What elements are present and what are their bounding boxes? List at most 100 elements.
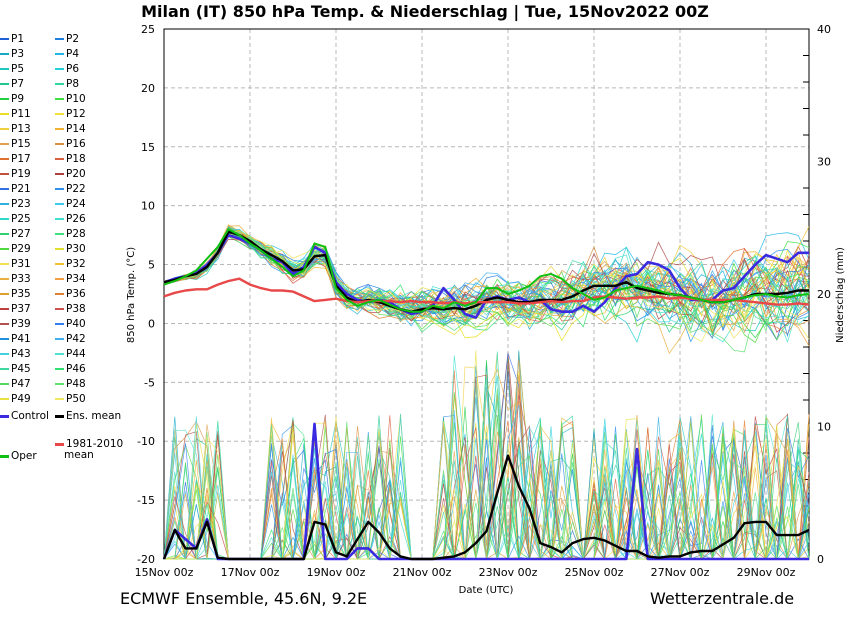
legend-swatch [0,83,9,85]
legend-label: P39 [11,318,31,330]
legend-swatch [55,53,64,55]
legend-label: P16 [66,138,86,150]
legend-swatch [55,442,64,446]
legend-swatch [0,263,9,265]
legend-item-p41: P41 [0,333,31,345]
legend-label: P11 [11,108,31,120]
y-tick-label: -20 [137,553,155,566]
legend-label: P37 [11,303,31,315]
legend-label: P12 [66,108,86,120]
legend-swatch [55,128,64,130]
legend-item-p44: P44 [55,348,86,360]
member-temp-line [163,231,810,343]
legend-item-p48: P48 [55,378,86,390]
legend-item-control: Control [0,410,49,422]
legend-label: P44 [66,348,86,360]
y-tick-label: -15 [137,494,155,507]
legend-item-p49: P49 [0,393,31,405]
legend-swatch [0,368,9,370]
legend-swatch [0,98,9,100]
legend-swatch [55,263,64,265]
x-tick-label: 21Nov 00z [393,566,452,579]
legend-item-p32: P32 [55,258,86,270]
legend-swatch [55,414,64,418]
legend-label: P9 [11,93,25,105]
legend-item-p1: P1 [0,33,24,45]
legend-item-p47: P47 [0,378,31,390]
legend-label: P36 [66,288,86,300]
legend-item-p39: P39 [0,318,31,330]
legend-item-p2: P2 [55,33,79,45]
legend-swatch [55,203,64,205]
legend-label: P48 [66,378,86,390]
legend-swatch [0,338,9,340]
highlighted-series [162,228,810,561]
legend-item-p50: P50 [55,393,86,405]
legend-item-ens-mean: Ens. mean [55,410,121,422]
legend-item-p38: P38 [55,303,86,315]
legend-label: P20 [66,168,86,180]
legend-swatch [55,158,64,160]
member-precip-line [164,396,810,561]
legend-item-p8: P8 [55,78,79,90]
legend-label: P29 [11,243,31,255]
member-temp-line [163,234,810,335]
legend-label: P28 [66,228,86,240]
x-tick-label: 17Nov 00z [221,566,280,579]
legend-item-p4: P4 [55,48,79,60]
y2-tick-label: 30 [817,156,831,169]
legend-item-p16: P16 [55,138,86,150]
legend-swatch [0,53,9,55]
legend-swatch [0,398,9,400]
precip-ens-mean-line [162,454,810,561]
legend-label: P15 [11,138,31,150]
footer-source: ECMWF Ensemble, 45.6N, 9.2E [120,589,368,608]
y2-axis-label: Niederschlag (mm) [835,247,846,343]
legend-swatch [0,353,9,355]
legend-swatch [55,98,64,100]
legend-swatch [0,188,9,190]
legend-item-p35: P35 [0,288,31,300]
legend-item-p42: P42 [55,333,86,345]
legend-item-p45: P45 [0,363,31,375]
legend-item-p33: P33 [0,273,31,285]
legend-swatch [0,128,9,130]
legend-swatch [0,293,9,295]
legend-swatch [55,218,64,220]
legend-swatch [0,383,9,385]
legend-item-p27: P27 [0,228,31,240]
legend-item-p14: P14 [55,123,86,135]
legend-swatch [0,68,9,70]
legend-label: P4 [66,48,80,60]
legend-label: Oper [11,450,37,462]
legend-swatch [0,113,9,115]
legend-swatch [55,68,64,70]
legend-item-p23: P23 [0,198,31,210]
legend-item-p13: P13 [0,123,31,135]
legend-item-p34: P34 [55,273,86,285]
legend-swatch [0,414,9,418]
legend-label: P43 [11,348,31,360]
legend-swatch [0,158,9,160]
chart-axes: -20 -15 -10 -5 0 5 10 15 20 25 15Nov 00z 17Nov 00z 1… [135,23,831,579]
legend-label: P21 [11,183,31,195]
legend-item-p6: P6 [55,63,79,75]
y2-tick-label: 0 [817,553,824,566]
legend-label: P33 [11,273,31,285]
legend-swatch [55,398,64,400]
legend-item-p29: P29 [0,243,31,255]
legend-swatch [55,353,64,355]
legend-item-p26: P26 [55,213,86,225]
y-tick-label: 0 [148,317,155,330]
legend-swatch [55,143,64,145]
legend-label: P5 [11,63,25,75]
legend-item-p11: P11 [0,108,31,120]
legend-label: P42 [66,333,86,345]
y-tick-label: 25 [141,23,155,36]
legend-item-p19: P19 [0,168,31,180]
legend-label: P10 [66,93,86,105]
y-tick-label: 10 [141,200,155,213]
legend-item-p12: P12 [55,108,86,120]
legend-swatch [55,278,64,280]
legend-item-p9: P9 [0,93,24,105]
